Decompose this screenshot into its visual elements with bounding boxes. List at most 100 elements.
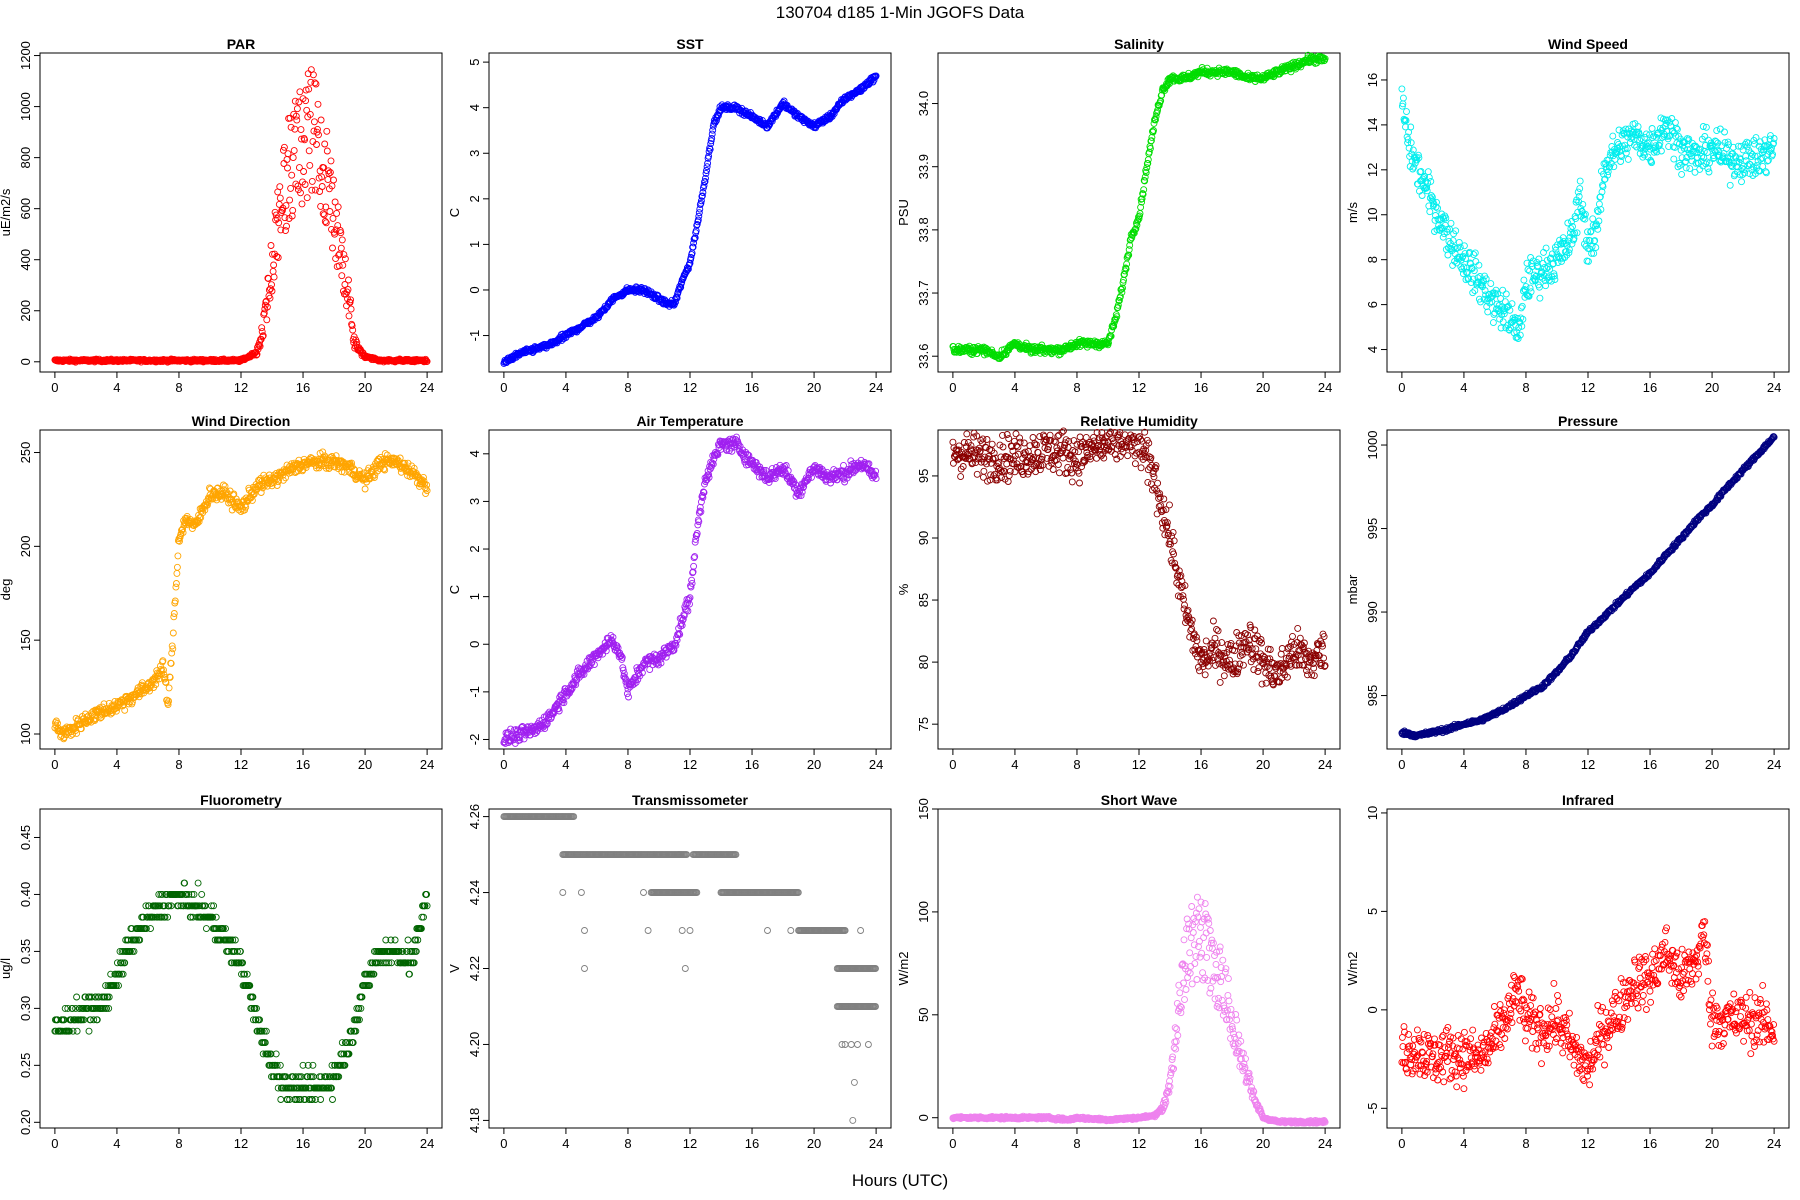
relative-humidity-point xyxy=(949,459,957,467)
sst-point xyxy=(764,124,771,132)
sst-x-tick-label: 12 xyxy=(683,380,697,395)
wind-speed-points xyxy=(1398,85,1778,342)
wind-speed-x-tick-label: 12 xyxy=(1581,380,1595,395)
par-point xyxy=(324,167,332,175)
sst-y-tick-label: 4 xyxy=(467,104,482,111)
wind-direction-point xyxy=(361,485,369,493)
wind-speed-point xyxy=(1417,168,1425,175)
par-point xyxy=(311,79,319,87)
wind-speed-point xyxy=(1767,147,1775,154)
wind-speed-point xyxy=(1525,292,1533,300)
wind-speed-point xyxy=(1478,279,1486,287)
air-temperature-y-tick-label: 0 xyxy=(467,641,482,648)
wind-speed-point xyxy=(1580,240,1588,248)
wind-speed-point xyxy=(1649,134,1657,142)
wind-speed-point xyxy=(1592,244,1600,251)
wind-speed-point xyxy=(1517,304,1525,312)
wind-speed-point xyxy=(1668,115,1676,122)
wind-speed-point xyxy=(1670,155,1678,163)
par-point xyxy=(315,131,322,139)
wind-speed-point xyxy=(1685,135,1693,143)
sst-point xyxy=(687,254,695,261)
wind-direction-point xyxy=(173,569,181,577)
par-point xyxy=(274,254,282,261)
wind-direction-point xyxy=(172,580,180,587)
wind-speed-point xyxy=(1497,295,1505,302)
par-point xyxy=(327,157,335,165)
wind-direction-point xyxy=(173,563,181,571)
wind-speed-y-tick-label: 12 xyxy=(1365,163,1380,177)
wind-speed-point xyxy=(1536,294,1544,302)
wind-speed-point xyxy=(1554,241,1561,249)
air-temperature-y-tick-label: 4 xyxy=(467,450,482,457)
par-title: PAR xyxy=(227,36,256,52)
wind-speed-point xyxy=(1740,162,1748,170)
par-point xyxy=(322,203,330,211)
wind-speed-point xyxy=(1563,251,1571,259)
relative-humidity-x-tick-label: 0 xyxy=(949,757,956,772)
x-axis-label: Hours (UTC) xyxy=(852,1171,948,1190)
main-title: 130704 d185 1-Min JGOFS Data xyxy=(776,3,1025,22)
wind-speed-x-tick-label: 4 xyxy=(1460,380,1467,395)
wind-speed-point xyxy=(1489,319,1497,327)
wind-speed-point xyxy=(1615,126,1623,134)
par-x-tick-label: 20 xyxy=(358,380,372,395)
air-temperature-point xyxy=(690,562,698,570)
par-point xyxy=(276,194,284,202)
wind-speed-point xyxy=(1570,235,1578,242)
wind-speed-point xyxy=(1548,250,1556,258)
air-temperature-x-tick-label: 8 xyxy=(624,757,631,772)
salinity-y-tick-label: 33.7 xyxy=(916,280,931,305)
sst-point xyxy=(695,209,703,217)
sst-y-axis-label: C xyxy=(447,208,462,217)
relative-humidity-point xyxy=(1076,433,1084,441)
wind-speed-point xyxy=(1518,322,1526,330)
par-x-tick-label: 0 xyxy=(51,380,58,395)
wind-speed-point xyxy=(1703,149,1711,156)
par-point xyxy=(293,116,301,124)
wind-speed-point xyxy=(1436,226,1444,234)
par-point xyxy=(317,116,325,124)
salinity-point xyxy=(1128,231,1136,239)
sst-point xyxy=(703,163,711,171)
par-point xyxy=(312,80,320,88)
wind-speed-point xyxy=(1741,169,1749,177)
wind-speed-point xyxy=(1423,183,1431,191)
air-temperature-y-axis-label: C xyxy=(447,585,462,594)
salinity-point xyxy=(1118,288,1126,296)
wind-speed-point xyxy=(1743,143,1751,151)
wind-speed-point xyxy=(1631,141,1638,149)
wind-direction-y-tick-label: 250 xyxy=(18,442,33,464)
par-point xyxy=(284,150,292,158)
par-point xyxy=(261,301,269,309)
par-point xyxy=(322,219,330,227)
sst-point xyxy=(703,167,710,174)
par-point xyxy=(321,218,329,225)
sst-point xyxy=(707,137,715,145)
wind-speed-point xyxy=(1705,168,1713,176)
salinity-point xyxy=(1134,216,1142,224)
par-point xyxy=(338,272,346,280)
sst-y-tick-label: -1 xyxy=(467,330,482,342)
par-point xyxy=(277,226,285,234)
salinity-point xyxy=(1138,195,1146,203)
salinity-x-tick-label: 16 xyxy=(1194,380,1208,395)
wind-speed-point xyxy=(1564,219,1572,227)
wind-speed-point xyxy=(1743,138,1751,146)
salinity-x-tick-label: 12 xyxy=(1132,380,1146,395)
salinity-point xyxy=(1150,119,1158,127)
par-point xyxy=(295,98,303,106)
relative-humidity-point xyxy=(1124,452,1132,460)
relative-humidity-point xyxy=(1170,537,1178,545)
relative-humidity-point xyxy=(1147,480,1155,488)
par-point xyxy=(301,136,309,144)
par-y-tick-label: 200 xyxy=(18,300,33,322)
par-point xyxy=(341,255,349,263)
salinity-point xyxy=(1141,173,1149,181)
par-x-tick-label: 24 xyxy=(420,380,434,395)
sst-point xyxy=(711,118,719,126)
salinity-point xyxy=(1114,301,1122,309)
wind-speed-point xyxy=(1468,265,1476,273)
